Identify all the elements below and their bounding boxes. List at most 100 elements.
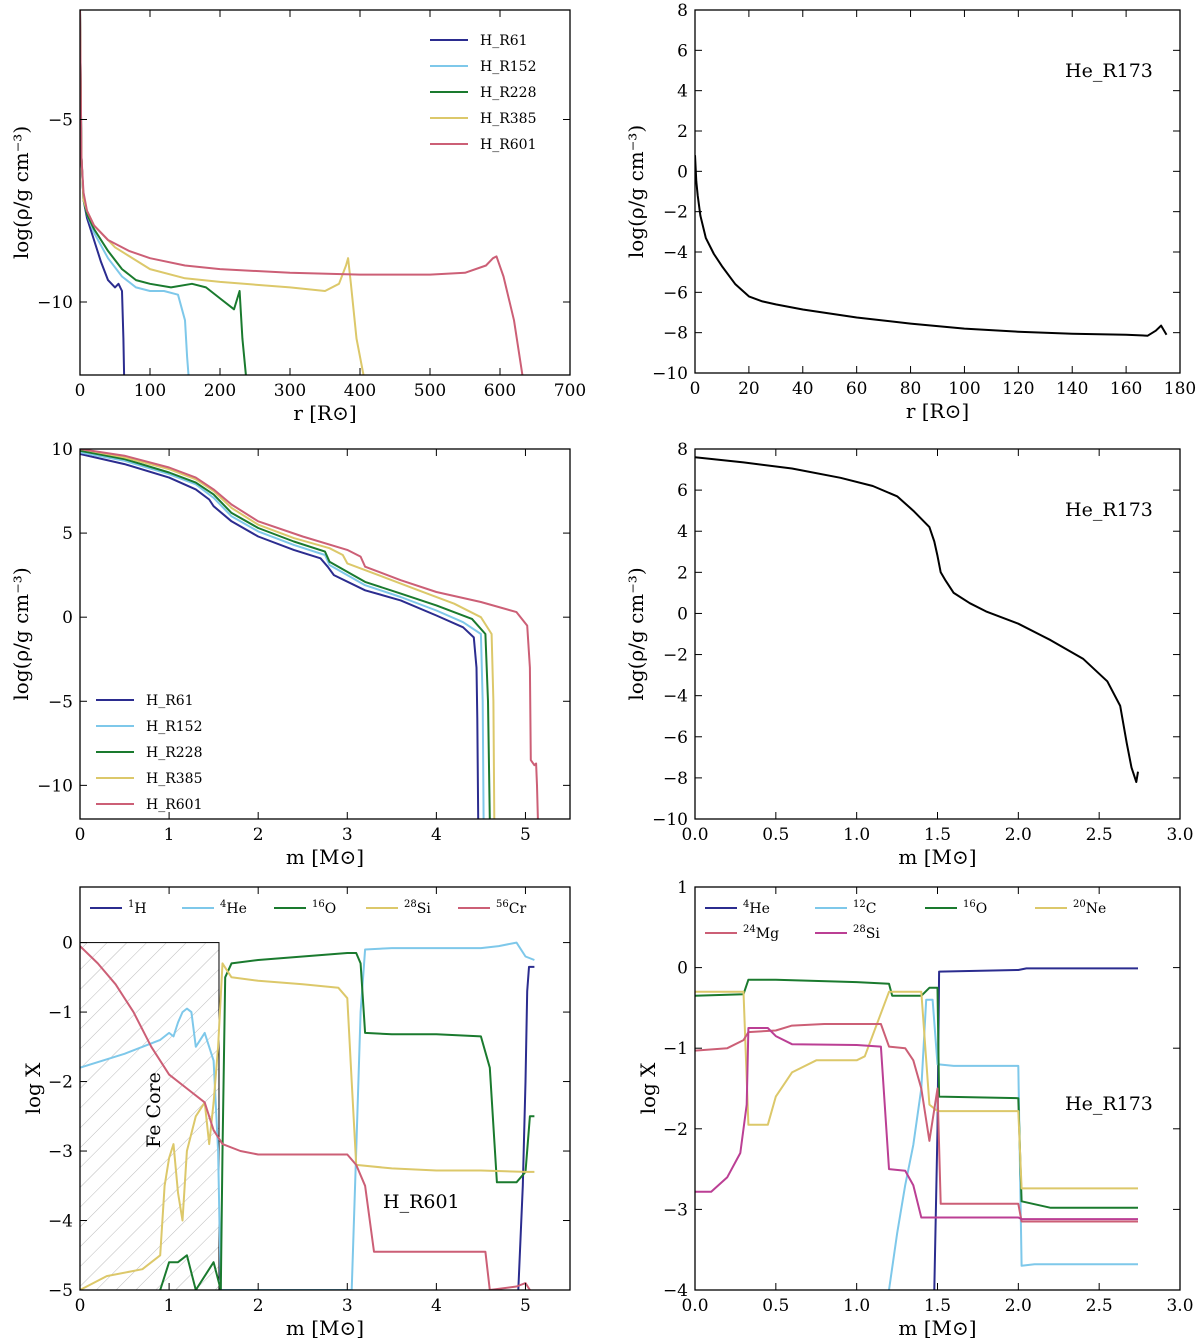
- series-line-6: [695, 1027, 1138, 1221]
- series-line-1: [695, 155, 1168, 337]
- plot-frame: [79, 9, 571, 376]
- x-tick-label: 300: [274, 381, 306, 401]
- x-tick-label: 2.5: [1086, 825, 1113, 845]
- x-tick-label: 2.0: [1005, 1296, 1032, 1316]
- y-tick-label: −8: [663, 324, 688, 344]
- series-line-5: [80, 945, 531, 1290]
- x-tick-label: 140: [1056, 379, 1088, 399]
- legend-base: He: [226, 901, 247, 917]
- x-tick-label: 0: [75, 381, 86, 401]
- legend-sup: 16: [963, 899, 976, 910]
- legend-label: 28Si: [853, 924, 880, 942]
- legend: 4He 12C 16O 20Ne 24Mg 28Si: [705, 899, 1106, 942]
- x-tick-label: 600: [484, 381, 516, 401]
- legend-label: H_R152: [146, 719, 202, 735]
- legend-base: C: [866, 901, 877, 917]
- x-tick-label: 100: [134, 381, 166, 401]
- series-line-2: [80, 941, 535, 1290]
- x-tick-label: 4: [431, 1296, 442, 1316]
- legend-base: Mg: [756, 926, 779, 942]
- series-line-1: [933, 967, 1138, 1290]
- legend-label: 12C: [853, 899, 876, 917]
- y-tick-label: 5: [62, 524, 73, 544]
- annotation-label: He_R173: [1065, 499, 1153, 521]
- x-tick-label: 40: [792, 379, 814, 399]
- y-tick-label: 1: [677, 878, 688, 898]
- x-tick-label: 120: [1002, 379, 1034, 399]
- series-line-3: [80, 10, 247, 375]
- series-line-1: [517, 965, 535, 1290]
- legend-base: Ne: [1086, 901, 1107, 917]
- y-tick-label: −8: [663, 769, 688, 789]
- annotation-label: He_R173: [1065, 60, 1153, 82]
- series-line-1: [80, 453, 480, 819]
- y-tick-label: 8: [677, 440, 688, 460]
- series-line-1: [695, 456, 1139, 783]
- x-tick-label: 0.5: [762, 825, 789, 845]
- legend-sup: 56: [496, 899, 509, 910]
- plot-frame: [79, 886, 571, 1291]
- x-tick-label: 500: [414, 381, 446, 401]
- legend-label: H_R601: [480, 137, 536, 153]
- x-tick-label: 3.0: [1166, 1296, 1193, 1316]
- legend-sup: 1: [128, 899, 134, 910]
- series-line-4: [80, 962, 535, 1290]
- series-line-4: [695, 990, 1138, 1190]
- series-line-2: [888, 998, 1138, 1290]
- x-tick-label: 1.0: [843, 825, 870, 845]
- x-tick-label: 1: [164, 1296, 175, 1316]
- legend-base: Cr: [509, 901, 527, 917]
- x-tick-label: 5: [520, 1296, 531, 1316]
- chart-panel-4: 0.0 0.5 1.0 1.5 2.0 2.5 3.0 −10 −8 −6 −4 −2 0 2 4 6 8 m […: [624, 440, 1194, 869]
- x-axis-label: m [M⊙]: [898, 845, 976, 869]
- y-tick-label: 0: [62, 608, 73, 628]
- x-tick-label: 0: [75, 825, 86, 845]
- y-tick-label: 4: [677, 522, 688, 542]
- fe-core-label: Fe Core: [143, 1072, 165, 1148]
- y-tick-label: −3: [48, 1142, 73, 1162]
- x-tick-label: 1.5: [924, 1296, 951, 1316]
- y-tick-label: 0: [677, 604, 688, 624]
- x-axis-label: r [R⊙]: [293, 401, 356, 425]
- y-tick-label: 6: [677, 481, 688, 501]
- y-tick-label: 0: [677, 959, 688, 979]
- x-tick-label: 180: [1164, 379, 1196, 399]
- legend-label: 16O: [312, 899, 336, 917]
- y-tick-label: −10: [652, 364, 688, 384]
- y-tick-label: −4: [663, 243, 688, 263]
- x-axis-label: m [M⊙]: [286, 1316, 364, 1340]
- legend-sup: 12: [853, 899, 866, 910]
- legend-label: H_R601: [146, 797, 202, 813]
- legend-label: 28Si: [404, 899, 431, 917]
- y-tick-label: 0: [62, 934, 73, 954]
- series-group: [695, 456, 1139, 783]
- x-tick-label: 200: [204, 381, 236, 401]
- x-tick-label: 0: [690, 379, 701, 399]
- y-tick-label: −2: [663, 1120, 688, 1140]
- series-line-4: [80, 449, 496, 819]
- y-axis-label: log(ρ/g cm⁻³): [624, 125, 648, 258]
- series-line-3: [159, 952, 535, 1290]
- x-tick-label: 2: [253, 825, 264, 845]
- x-tick-label: 2.0: [1005, 825, 1032, 845]
- legend-sup: 20: [1073, 899, 1086, 910]
- y-tick-label: −1: [48, 1003, 73, 1023]
- legend-label: 1H: [128, 899, 147, 917]
- legend-base: O: [325, 901, 336, 917]
- x-tick-label: 3: [342, 825, 353, 845]
- series-line-1: [80, 10, 126, 375]
- x-tick-label: 400: [344, 381, 376, 401]
- annotation-label: He_R173: [1065, 1093, 1153, 1115]
- series-group: [80, 941, 535, 1290]
- y-tick-label: −4: [663, 687, 688, 707]
- series-line-5: [80, 449, 539, 819]
- y-tick-label: −6: [663, 283, 688, 303]
- x-tick-label: 60: [846, 379, 868, 399]
- x-tick-label: 0.0: [681, 825, 708, 845]
- series-line-2: [80, 10, 190, 375]
- legend-label: H_R61: [146, 693, 194, 709]
- chart-panel-6: 0.0 0.5 1.0 1.5 2.0 2.5 3.0 −4 −3 −2 −1 0 1 m [M⊙] log…: [636, 878, 1194, 1340]
- x-tick-label: 100: [948, 379, 980, 399]
